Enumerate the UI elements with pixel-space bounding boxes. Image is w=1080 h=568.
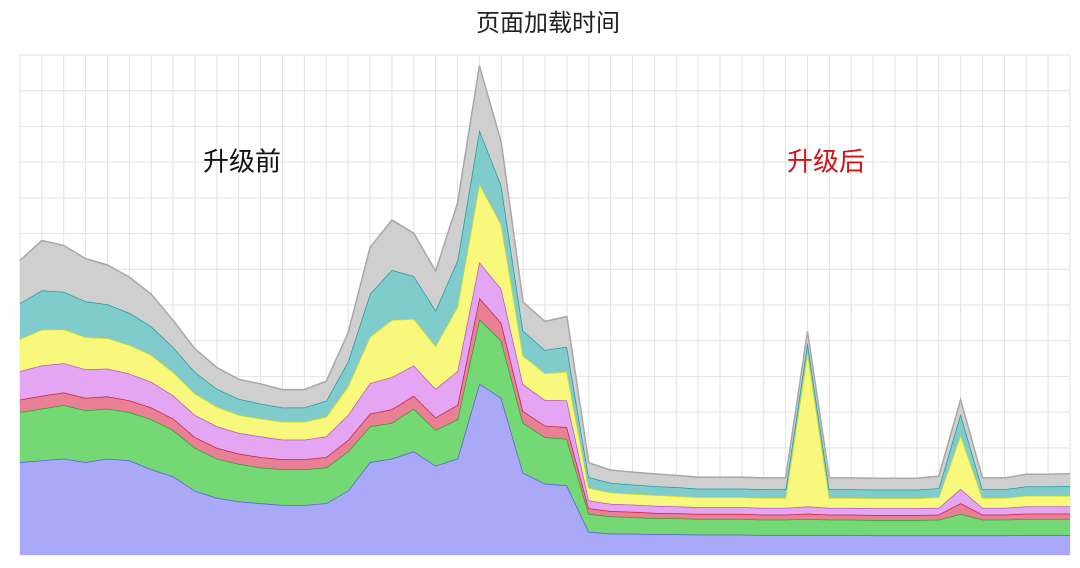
annotation: 升级前 [203,148,281,178]
area-line [19,65,1071,479]
area [20,183,1070,509]
chart-title: 页面加载时间 [476,9,620,37]
areas [19,65,1071,555]
area [20,297,1070,520]
annotation: 升级后 [787,148,865,178]
area [20,383,1070,555]
area [20,262,1070,515]
area [20,319,1070,536]
